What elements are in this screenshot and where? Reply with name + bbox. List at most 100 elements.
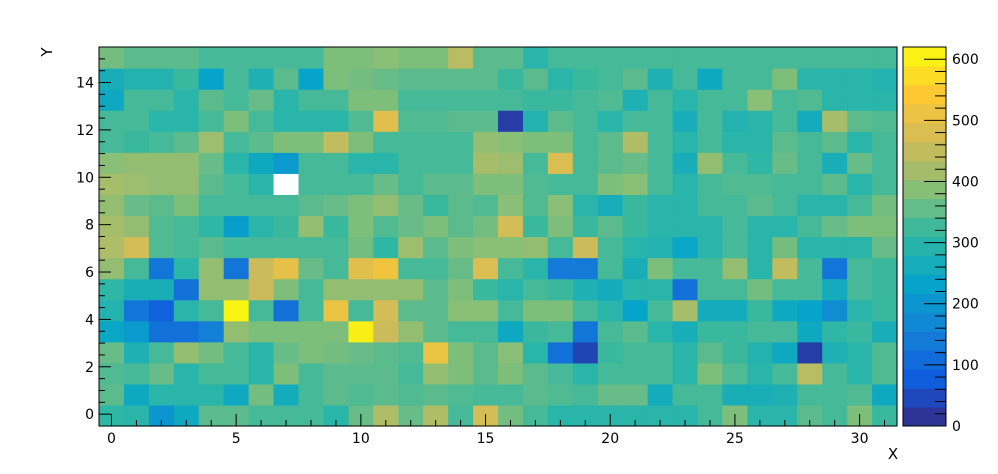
heatmap-cell <box>672 152 699 174</box>
heatmap-cell <box>448 47 474 69</box>
heatmap-cell <box>123 404 150 427</box>
heatmap-cell <box>373 194 399 217</box>
heatmap-cell <box>298 47 325 69</box>
heatmap-cell <box>123 278 150 301</box>
heatmap-cell <box>547 257 574 280</box>
heatmap-cell <box>572 320 599 343</box>
heatmap-cell <box>348 152 374 174</box>
heatmap-cell <box>99 89 125 111</box>
heatmap-cell <box>298 404 325 427</box>
heatmap-cell <box>772 383 798 406</box>
heatmap-cell <box>223 89 250 111</box>
heatmap-cell <box>697 278 724 301</box>
heatmap-cell <box>398 299 424 322</box>
heatmap-cell <box>672 47 699 69</box>
heatmap-cell <box>323 215 349 238</box>
heatmap-cell <box>173 257 200 280</box>
heatmap-cell <box>148 278 175 301</box>
heatmap-cell <box>348 110 374 132</box>
heatmap-cell <box>722 152 748 174</box>
y-tick-label: 12 <box>76 123 94 139</box>
heatmap-cell <box>797 383 823 406</box>
heatmap-cell <box>597 152 624 174</box>
heatmap-cell <box>847 194 873 217</box>
heatmap-cell <box>99 278 125 301</box>
heatmap-cell <box>522 68 549 90</box>
heatmap-cell <box>248 236 275 259</box>
heatmap-cell <box>273 341 300 364</box>
heatmap-cell <box>223 236 250 259</box>
heatmap-cell <box>872 68 898 90</box>
heatmap-cell <box>373 341 399 364</box>
heatmap-cell <box>173 320 200 343</box>
heatmap-cell <box>522 362 549 385</box>
heatmap-cell <box>498 320 524 343</box>
heatmap-cell <box>672 341 699 364</box>
heatmap-cell <box>672 404 699 427</box>
heatmap-cell <box>423 47 449 69</box>
heatmap-cell <box>298 236 325 259</box>
heatmap-cell <box>473 215 499 238</box>
heatmap-cell <box>847 215 873 238</box>
heatmap-cell <box>223 215 250 238</box>
heatmap-cell <box>99 47 125 69</box>
heatmap-cell <box>373 110 399 132</box>
heatmap-cell <box>547 404 574 427</box>
heatmap-cell <box>498 194 524 217</box>
heatmap-cell <box>547 362 574 385</box>
heatmap-cell <box>273 278 300 301</box>
heatmap-cell <box>772 341 798 364</box>
heatmap-cell <box>722 257 748 280</box>
heatmap-cell <box>423 68 449 90</box>
heatmap-cell <box>622 152 649 174</box>
heatmap-cell <box>423 215 449 238</box>
heatmap-cell <box>672 299 699 322</box>
heatmap-cell <box>797 89 823 111</box>
heatmap-cell <box>148 152 175 174</box>
heatmap-cell <box>398 89 424 111</box>
heatmap-cell <box>772 404 798 427</box>
heatmap-cell <box>498 278 524 301</box>
heatmap-cell <box>822 404 848 427</box>
heatmap-cell <box>173 194 200 217</box>
heatmap-cell <box>597 68 624 90</box>
heatmap-cell <box>498 404 524 427</box>
heatmap-cell <box>148 215 175 238</box>
heatmap-cell <box>423 194 449 217</box>
heatmap-cell <box>547 173 574 195</box>
heatmap-cell <box>398 404 424 427</box>
heatmap-cell <box>622 341 649 364</box>
heatmap-cell <box>123 47 150 69</box>
heatmap-cell <box>747 299 773 322</box>
heatmap-cell <box>323 257 349 280</box>
heatmap-cell <box>697 89 724 111</box>
heatmap-cell <box>298 383 325 406</box>
heatmap-cell <box>797 173 823 195</box>
heatmap-cell <box>99 362 125 385</box>
heatmap-cell <box>647 320 674 343</box>
heatmap-cell <box>423 341 449 364</box>
heatmap-cell <box>123 152 150 174</box>
heatmap-cell <box>772 68 798 90</box>
heatmap-cell <box>148 236 175 259</box>
heatmap-cell <box>323 383 349 406</box>
heatmap-cell <box>697 383 724 406</box>
heatmap-cell <box>597 362 624 385</box>
heatmap-cell <box>148 257 175 280</box>
heatmap-cell <box>772 299 798 322</box>
heatmap-cell <box>423 278 449 301</box>
heatmap-cell <box>298 68 325 90</box>
heatmap-cell <box>822 89 848 111</box>
heatmap-cell <box>198 194 225 217</box>
heatmap-cell <box>173 47 200 69</box>
colorbar-band <box>903 331 946 351</box>
heatmap-cell <box>423 320 449 343</box>
heatmap-cell <box>473 299 499 322</box>
heatmap-cell <box>722 110 748 132</box>
heatmap-cell <box>647 173 674 195</box>
heatmap-cell <box>847 152 873 174</box>
heatmap-cell <box>248 215 275 238</box>
heatmap-cell <box>697 47 724 69</box>
colorbar-band <box>903 47 946 67</box>
heatmap-cell <box>123 110 150 132</box>
